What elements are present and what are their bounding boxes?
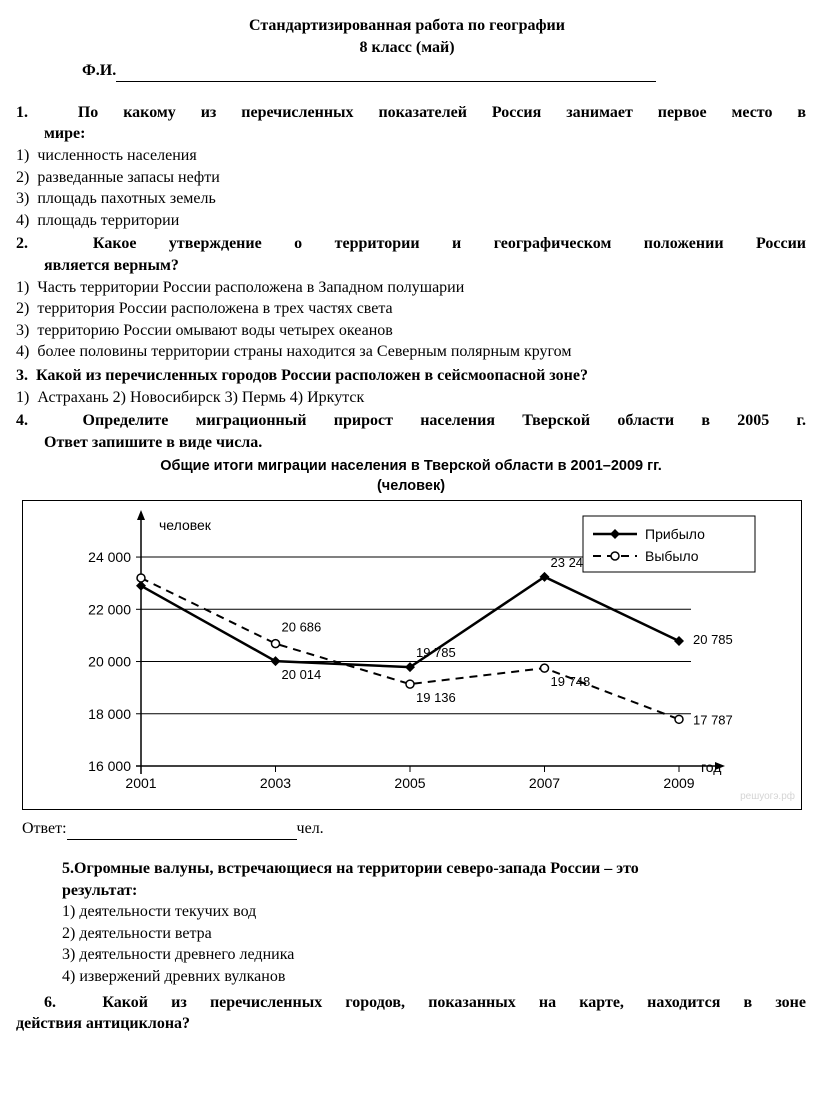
q1-opt3: 3) площадь пахотных земель: [16, 188, 806, 210]
question-2: 2. Какое утверждение о территории и геог…: [16, 233, 806, 363]
question-6: 6. Какой из перечисленных городов, показ…: [16, 992, 806, 1035]
question-1: 1. По какому из перечисленных показателе…: [16, 102, 806, 232]
q1-opt2: 2) разведанные запасы нефти: [16, 167, 806, 189]
page-title: Стандартизированная работа по географии …: [8, 15, 806, 58]
q5-opt3: 3) деятельности древнего ледника: [62, 944, 806, 966]
svg-text:22 000: 22 000: [88, 602, 131, 618]
q4-number: 4.: [16, 412, 28, 429]
q2-text-l2: является верным?: [44, 257, 179, 274]
q5-opt2: 2) деятельности ветра: [62, 923, 806, 945]
title-line2: 8 класс (май): [8, 37, 806, 59]
question-3: 3. Какой из перечисленных городов России…: [16, 365, 806, 408]
svg-text:20 014: 20 014: [282, 668, 322, 683]
answer-label: Ответ:: [22, 820, 67, 837]
fi-underline[interactable]: [116, 68, 656, 82]
q1-number: 1.: [16, 104, 28, 121]
chart-title: Общие итоги миграции населения в Тверско…: [16, 457, 806, 496]
q5-opt4: 4) извержений древних вулканов: [62, 966, 806, 988]
watermark: решуогэ.рф: [740, 790, 795, 804]
q6-head: 6. Какой из перечисленных городов, показ…: [16, 992, 806, 1014]
svg-text:20 686: 20 686: [282, 620, 322, 635]
q2-opt4: 4) более половины территории страны нахо…: [16, 341, 806, 363]
svg-text:Прибыло: Прибыло: [645, 526, 705, 542]
svg-text:2003: 2003: [260, 775, 291, 791]
q2-number: 2.: [16, 235, 28, 252]
q2-opt2: 2) территория России расположена в трех …: [16, 298, 806, 320]
q1-text-l2: мире:: [44, 125, 85, 142]
svg-text:19 136: 19 136: [416, 691, 456, 706]
chart-svg: человекгод16 00018 00020 00022 00024 000…: [23, 501, 802, 810]
q3-opts-inline: 1) Астрахань 2) Новосибирск 3) Пермь 4) …: [16, 387, 806, 409]
svg-text:2001: 2001: [125, 775, 156, 791]
q2-opt3: 3) территорию России омывают воды четыре…: [16, 320, 806, 342]
answer-unit: чел.: [297, 820, 324, 837]
svg-text:20 785: 20 785: [693, 632, 733, 647]
q3-number: 3.: [16, 367, 28, 384]
svg-text:20 000: 20 000: [88, 654, 131, 670]
svg-text:16 000: 16 000: [88, 758, 131, 774]
svg-text:Выбыло: Выбыло: [645, 548, 699, 564]
q5-head2: результат:: [62, 880, 806, 902]
title-line1: Стандартизированная работа по географии: [8, 15, 806, 37]
question-4: 4. Определите миграционный прирост насел…: [16, 410, 806, 453]
svg-text:человек: человек: [159, 517, 212, 533]
q4-text-l1: Определите миграционный прирост населени…: [83, 412, 806, 429]
q5-opt1: 1) деятельности текучих вод: [62, 901, 806, 923]
answer-underline[interactable]: [67, 827, 297, 840]
svg-text:17 787: 17 787: [693, 713, 733, 728]
answer-row: Ответ: чел.: [22, 818, 806, 840]
q1-text-l1: По какому из перечисленных показателей Р…: [78, 104, 806, 121]
migration-chart: человекгод16 00018 00020 00022 00024 000…: [22, 500, 802, 810]
q1-opt4: 4) площадь территории: [16, 210, 806, 232]
q2-opt1: 1) Часть территории России расположена в…: [16, 277, 806, 299]
svg-text:19 785: 19 785: [416, 646, 456, 661]
svg-text:18 000: 18 000: [88, 706, 131, 722]
name-field-row: Ф.И.: [82, 60, 806, 82]
svg-text:2009: 2009: [663, 775, 694, 791]
svg-text:19 748: 19 748: [551, 675, 591, 690]
svg-text:2005: 2005: [394, 775, 425, 791]
q3-text: Какой из перечисленных городов России ра…: [36, 367, 588, 384]
q6-head2: действия антициклона?: [16, 1013, 806, 1035]
svg-text:2007: 2007: [529, 775, 560, 791]
svg-text:24 000: 24 000: [88, 549, 131, 565]
q5-head: 5.Огромные валуны, встречающиеся на терр…: [62, 858, 806, 880]
question-5: 5.Огромные валуны, встречающиеся на терр…: [62, 858, 806, 988]
q1-opt1: 1) численность населения: [16, 145, 806, 167]
q4-text-l2: Ответ запишите в виде числа.: [44, 434, 262, 451]
fi-label: Ф.И.: [82, 62, 116, 79]
q2-text-l1: Какое утверждение о территории и географ…: [93, 235, 806, 252]
